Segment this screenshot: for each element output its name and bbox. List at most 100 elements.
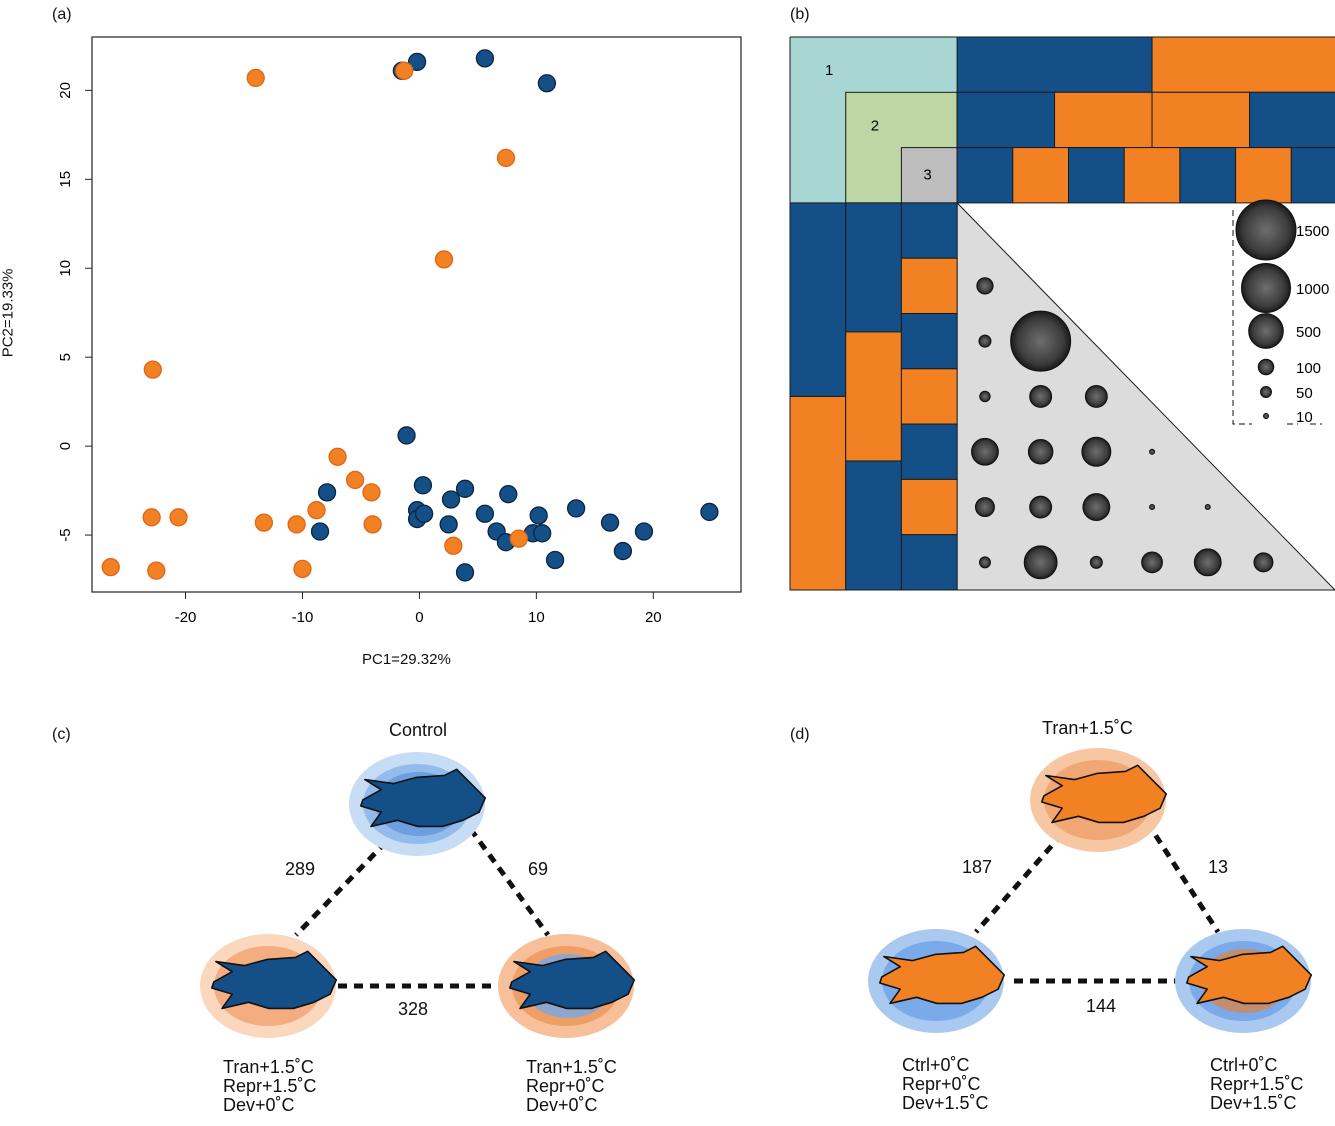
c-node-control-fish-icon [360,768,487,828]
y-tick-label: -5 [57,528,74,541]
overlap-bubble [1193,548,1222,577]
legend-label: 100 [1296,360,1321,377]
c-edge-69: 69 [528,859,549,879]
data-point [169,508,188,527]
top-cell [1068,147,1125,204]
data-point [496,533,516,552]
c-node-right-fish-icon [509,950,636,1010]
c-node-right-outer-ring [498,934,634,1038]
left-cell [900,257,958,315]
d-left-line3: Dev+1.5˚C [902,1092,989,1113]
legend-label: 10 [1296,409,1313,426]
c-node-control-inner-ring [375,772,463,836]
top-cell [1151,91,1251,149]
data-point [147,561,166,580]
data-point [362,483,381,502]
overlap-bubble [976,277,994,295]
level-label: 2 [871,117,879,134]
left-cell [845,331,902,462]
d-right-line3: Dev+1.5˚C [1210,1092,1297,1113]
data-point [307,501,326,520]
legend-bubble [1263,413,1269,419]
d-node-right-fish-icon [1186,945,1313,1005]
c-left-line1: Tran+1.5˚C [223,1057,314,1077]
plot-frame [91,36,742,593]
c-node-left-label: Tran+1.5˚C Repr+1.5˚C Dev+0˚C [223,1058,317,1115]
d-edge-line-left [974,832,1064,934]
data-point [537,74,557,93]
c-node-right-label: Tran+1.5˚C Repr+0˚C Dev+0˚C [526,1058,617,1115]
x-axis-label: PC1=29.32% [362,651,451,668]
data-point [246,68,265,88]
data-point [254,513,274,532]
data-point [529,506,548,525]
left-cell [900,478,958,536]
d-edge-13: 13 [1208,857,1229,877]
top-cell [1249,91,1335,149]
overlap-bubble [1023,545,1058,580]
legend-label: 1000 [1296,281,1329,298]
c-edge-289: 289 [285,859,316,879]
overlap-bubble [1084,384,1108,408]
data-point [414,504,434,523]
panel-label-c: (c) [52,726,71,743]
legend-label: 50 [1296,385,1313,402]
c-node-control-label: Control [389,720,448,740]
left-cell [900,313,958,370]
d-node-left-label: Ctrl+0˚C Repr+0˚C Dev+1.5˚C [902,1056,989,1113]
data-point [407,52,427,72]
d-edge-144: 144 [1086,996,1117,1016]
overlap-bubble [971,437,999,466]
data-point [363,515,382,534]
overlap-bubble [1089,555,1103,569]
overlap-bubble [1082,493,1111,521]
data-point [523,524,543,543]
d-left-line1: Ctrl+0˚C [902,1055,970,1075]
d-node-right-label: Ctrl+0˚C Repr+1.5˚C Dev+1.5˚C [1210,1056,1304,1113]
c-right-line2: Repr+0˚C [526,1075,605,1096]
legend-bubble [1257,358,1275,376]
data-point [413,476,433,495]
x-tick-label: -20 [175,609,197,626]
data-point [434,250,454,269]
level-box-3 [900,147,958,204]
data-point [310,522,330,541]
y-tick-label: 15 [57,171,74,188]
legend-bubble [1248,313,1284,349]
data-point [566,499,586,518]
level-label: 3 [923,167,931,184]
d-node-left-mid-ring [882,941,990,1021]
overlap-bubble [979,390,991,403]
legend-bubble [1260,386,1272,398]
c-node-left-fish-icon [211,950,338,1010]
data-point [317,483,337,502]
overlap-bubble [1253,552,1274,573]
d-node-left-fish-icon [879,945,1006,1005]
d-right-line1: Ctrl+0˚C [1210,1055,1278,1075]
d-right-line2: Repr+1.5˚C [1210,1073,1304,1094]
left-cell [900,423,958,480]
c-node-control-mid-ring [363,764,471,844]
overlap-bubble [978,556,991,569]
d-edge-187: 187 [962,857,993,877]
overlap-bubble [1141,551,1163,574]
bubble-triangle [956,201,1335,591]
overlap-bubble [1149,504,1156,511]
c-left-line3: Dev+0˚C [223,1094,295,1115]
overlap-bubble [974,497,995,518]
data-point [545,550,565,570]
left-cell [789,202,847,397]
top-cell [956,147,1014,204]
data-point [407,501,427,520]
overlap-bubble [1081,436,1112,467]
overlap-bubble [1029,495,1053,519]
data-point [441,490,461,509]
data-point [142,508,161,527]
left-cell [900,202,958,259]
y-tick-label: 5 [57,353,74,361]
c-node-control-outer-ring [349,752,485,856]
data-point [287,515,306,534]
